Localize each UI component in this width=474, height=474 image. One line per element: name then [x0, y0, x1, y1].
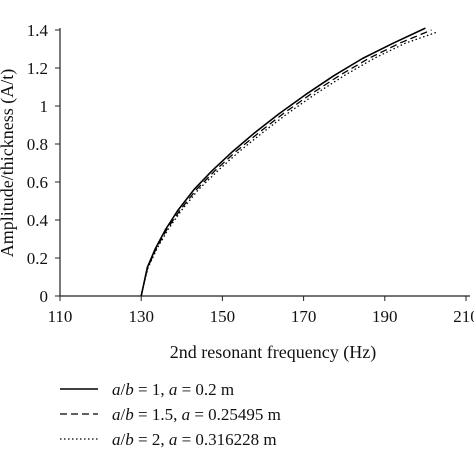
legend-label-3: a/b = 2, a = 0.316228 m: [112, 430, 277, 449]
series-line-2: [140, 29, 432, 297]
legend-label-part: b: [125, 380, 134, 399]
legend-label-part: = 1,: [134, 380, 169, 399]
legend-label-part: /: [121, 430, 126, 449]
legend-label-part: b: [125, 430, 134, 449]
legend-label-1: a/b = 1, a = 0.2 m: [112, 380, 234, 399]
legend-label-part: a: [112, 405, 121, 424]
x-tick-label: 110: [48, 307, 73, 326]
legend-label-part: a: [169, 380, 178, 399]
legend-label-part: = 2,: [134, 430, 169, 449]
legend-label-part: a: [112, 380, 121, 399]
y-tick-label: 0: [40, 287, 49, 306]
legend-label-part: = 0.25495 m: [190, 405, 281, 424]
legend: a/b = 1, a = 0.2 ma/b = 1.5, a = 0.25495…: [60, 380, 281, 449]
legend-label-part: = 0.316228 m: [177, 430, 276, 449]
legend-label-part: = 0.2 m: [177, 380, 234, 399]
legend-label-part: a: [182, 405, 191, 424]
y-tick-label: 0.4: [27, 211, 49, 230]
series-line-3: [140, 31, 438, 297]
x-tick-label: 130: [128, 307, 154, 326]
legend-label-part: a: [169, 430, 178, 449]
series-line-1: [140, 27, 426, 297]
legend-label-2: a/b = 1.5, a = 0.25495 m: [112, 405, 281, 424]
x-axis-title: 2nd resonant frequency (Hz): [170, 342, 376, 363]
y-tick-label: 1.2: [27, 59, 48, 78]
y-tick-label: 0.2: [27, 249, 48, 268]
legend-label-part: b: [125, 405, 134, 424]
legend-label-part: /: [121, 405, 126, 424]
y-tick-label: 1: [40, 97, 49, 116]
x-tick-label: 190: [372, 307, 398, 326]
y-tick-label: 0.8: [27, 135, 48, 154]
y-axis-title: Amplitude/thickness (A/t): [0, 69, 18, 257]
legend-label-part: /: [121, 380, 126, 399]
axes: [59, 28, 470, 297]
series-group: [140, 27, 438, 297]
y-tick-label: 1.4: [27, 21, 49, 40]
y-tick-label: 0.6: [27, 173, 48, 192]
legend-label-part: = 1.5,: [134, 405, 182, 424]
x-tick-label: 210: [453, 307, 474, 326]
ticks: 110 130 150 170 190 210 0 0.2 0.4 0.6 0.8 1 1.2 1.4: [27, 21, 474, 326]
x-tick-label: 150: [210, 307, 236, 326]
legend-label-part: a: [112, 430, 121, 449]
x-tick-label: 170: [291, 307, 317, 326]
